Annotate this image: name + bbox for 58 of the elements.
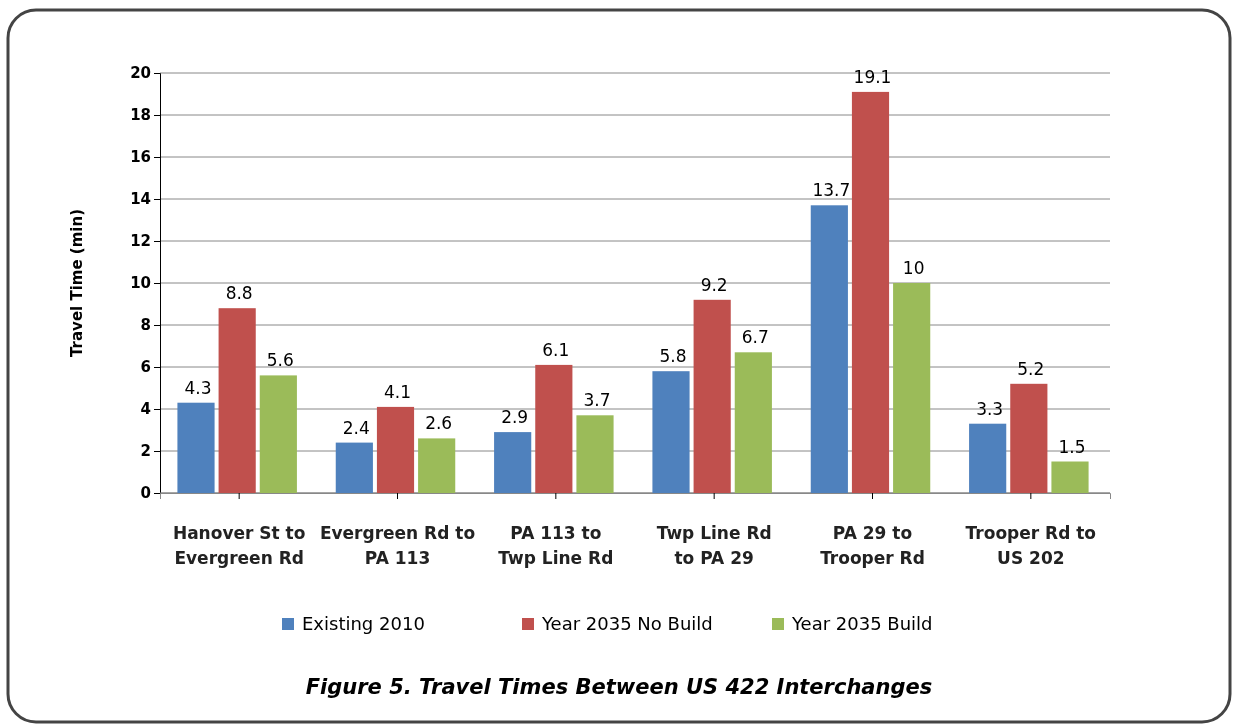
bar <box>851 91 890 493</box>
data-label: 13.7 <box>812 180 851 201</box>
data-label: 6.7 <box>741 327 769 348</box>
y-tick-label: 14 <box>130 190 151 209</box>
caption: Figure 5. Travel Times Between US 422 Interchanges <box>305 675 933 699</box>
bar <box>376 406 415 493</box>
data-label: 10 <box>902 258 925 278</box>
bar <box>969 423 1007 493</box>
data-label: 5.6 <box>266 350 294 371</box>
legend-label: Year 2035 Build <box>791 613 933 634</box>
bar <box>693 299 731 493</box>
y-tick-label: 4 <box>140 400 151 419</box>
data-label: 5.2 <box>1017 358 1045 379</box>
y-tick-label: 2 <box>140 442 151 461</box>
bar <box>734 352 772 493</box>
bar <box>259 375 297 493</box>
data-label: 6.1 <box>542 339 570 360</box>
data-label: 4.1 <box>383 381 412 402</box>
x-tick-label: PA 29 to Trooper Rd <box>820 523 925 568</box>
data-label: 4.3 <box>184 377 212 398</box>
bar <box>494 432 532 493</box>
bar <box>177 402 215 493</box>
data-label: 19.1 <box>853 66 892 87</box>
y-axis-title: Travel Time (min) <box>68 209 86 357</box>
y-tick-label: 16 <box>130 148 151 167</box>
x-tick-label: Trooper Rd to US 202 <box>965 523 1097 568</box>
x-tick-label: Twp Line Rd to PA 29 <box>656 523 772 568</box>
data-label: 9.2 <box>700 274 728 295</box>
data-label: 8.8 <box>225 283 253 304</box>
y-tick-label: 12 <box>130 232 151 251</box>
bar <box>535 364 573 493</box>
data-label: 3.3 <box>976 398 1004 419</box>
data-label: 5.8 <box>659 346 687 367</box>
bar <box>893 283 931 493</box>
bar <box>652 371 690 493</box>
bar <box>418 438 456 493</box>
y-tick-label: 8 <box>140 316 151 335</box>
y-tick-label: 18 <box>130 106 151 125</box>
x-tick-label: Hanover St to Evergreen Rd <box>172 523 306 568</box>
legend-label: Existing 2010 <box>302 613 425 634</box>
x-tick-label: PA 113 to Twp Line Rd <box>498 523 614 568</box>
bar <box>1010 383 1048 493</box>
data-label: 2.9 <box>501 407 529 428</box>
data-label: 1.5 <box>1058 436 1086 457</box>
data-label: 2.4 <box>342 417 370 438</box>
y-tick-label: 0 <box>140 484 151 503</box>
bar <box>1051 461 1089 493</box>
y-tick-label: 10 <box>130 274 151 293</box>
bar <box>335 442 373 493</box>
y-tick-label: 20 <box>130 64 151 83</box>
bar <box>218 308 256 493</box>
x-tick-label: Evergreen Rd to PA 113 <box>319 523 476 568</box>
data-label: 3.7 <box>583 390 611 411</box>
legend-label: Year 2035 No Build <box>541 613 713 634</box>
data-label: 2.6 <box>425 413 453 434</box>
bar <box>576 415 614 493</box>
bar <box>810 205 848 493</box>
y-tick-label: 6 <box>140 358 151 377</box>
